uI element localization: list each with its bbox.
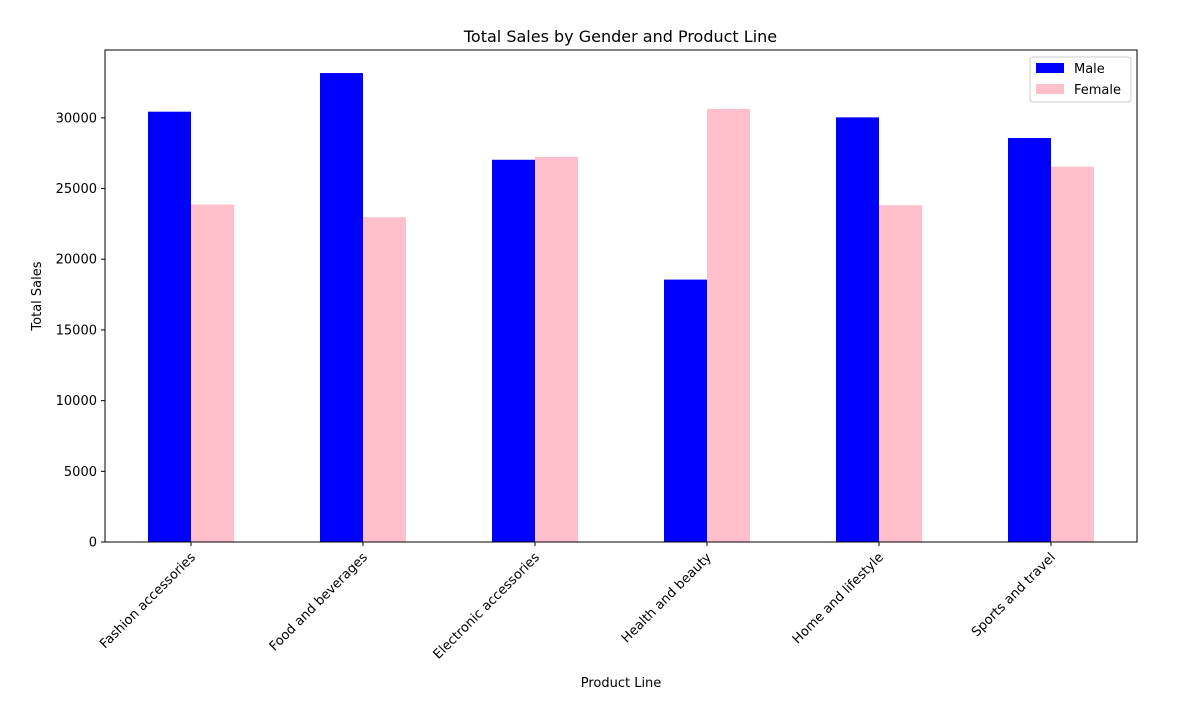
bar-female-6 (1051, 166, 1094, 543)
bar-female-3 (535, 156, 578, 543)
y-tick-label: 0 (89, 536, 97, 551)
y-axis-label: Total Sales (30, 261, 45, 331)
y-tick-label: 10000 (56, 394, 97, 409)
bar-male-4 (664, 279, 707, 542)
y-tick-label: 25000 (56, 182, 97, 197)
legend: Male Female (1029, 56, 1132, 103)
y-tick-label: 15000 (56, 323, 97, 338)
y-tick-label: 5000 (64, 465, 97, 480)
bar-male-2 (320, 73, 363, 542)
bar-female-1 (191, 204, 234, 543)
legend-label-female: Female (1074, 83, 1121, 98)
legend-swatch-male (1036, 63, 1064, 73)
bar-female-5 (879, 205, 922, 542)
bar-female-2 (363, 217, 406, 542)
bar-female-4 (707, 108, 750, 543)
legend-swatch-female (1036, 84, 1064, 94)
bar-male-6 (1008, 138, 1051, 543)
x-axis-label: Product Line (581, 676, 662, 691)
bar-male-3 (492, 159, 535, 542)
y-tick-label: 30000 (56, 111, 97, 126)
legend-label-male: Male (1074, 62, 1105, 77)
plot-frame (104, 49, 1138, 543)
chart-title: Total Sales by Gender and Product Line (463, 27, 777, 46)
y-tick-label: 20000 (56, 253, 97, 268)
bar-male-1 (148, 111, 191, 543)
bar-male-5 (836, 117, 879, 543)
bars-group (148, 73, 1094, 543)
y-axis-ticks: 0 5000 10000 15000 20000 25000 30000 (56, 111, 105, 551)
